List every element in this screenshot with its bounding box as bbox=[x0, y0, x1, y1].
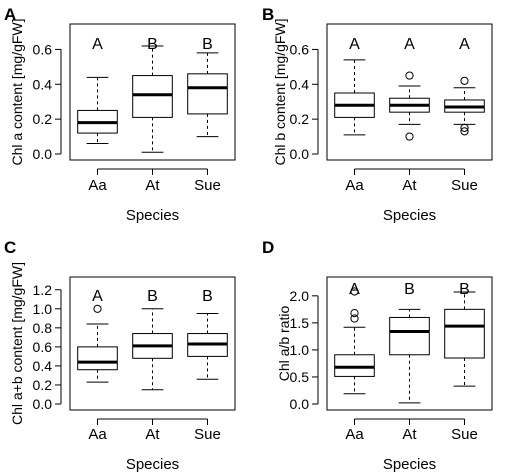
significance-label: B bbox=[147, 36, 158, 53]
y-tick-label: 0.0 bbox=[290, 146, 310, 162]
significance-label: B bbox=[459, 281, 470, 298]
outlier-point bbox=[350, 309, 359, 318]
panel-d: D 0.0 0.5 1.0 1.5 2.0 Chl a/b ratio Aa At Sue Spec… bbox=[262, 238, 493, 473]
x-tick-label: Sue bbox=[451, 426, 478, 443]
box-at: B bbox=[132, 36, 173, 153]
y-tick-label: 0.0 bbox=[33, 396, 53, 412]
y-tick-label: 0.4 bbox=[33, 358, 53, 374]
significance-label: B bbox=[404, 281, 415, 298]
plot-frame bbox=[326, 276, 493, 411]
box-aa: A bbox=[77, 36, 118, 145]
panel-c: C 0.0 0.2 0.4 0.6 0.8 1.0 1.2 Chl a+b content [m… bbox=[4, 238, 236, 473]
outlier-point bbox=[93, 304, 102, 313]
box-at: B bbox=[389, 281, 430, 404]
x-tick-label: At bbox=[402, 177, 417, 194]
x-tick-label: Sue bbox=[451, 177, 478, 194]
outlier-point bbox=[350, 314, 359, 323]
y-axis-label: Chl a+b content [mg/gFW] bbox=[9, 262, 25, 425]
x-tick-label: Aa bbox=[88, 426, 107, 443]
x-tick-label: Aa bbox=[88, 177, 107, 194]
plot-frame bbox=[326, 23, 493, 161]
x-axis-label: Species bbox=[126, 207, 179, 224]
x-axis-label: Species bbox=[383, 456, 436, 473]
y-tick-label: 0.8 bbox=[33, 320, 53, 336]
x-tick-label: At bbox=[145, 177, 160, 194]
y-tick-label: 0.0 bbox=[33, 146, 53, 162]
y-axis-label: Chl a/b ratio bbox=[276, 306, 292, 382]
significance-label: B bbox=[147, 288, 158, 305]
significance-label: A bbox=[349, 281, 360, 298]
box-sue: A bbox=[444, 36, 485, 136]
iqr-box bbox=[389, 316, 430, 356]
significance-label: A bbox=[459, 36, 470, 53]
panel-a: A 0.0 0.2 0.4 0.6 Chl a content [mg/gFW] Aa At S… bbox=[4, 5, 236, 224]
significance-label: A bbox=[349, 36, 360, 53]
significance-label: A bbox=[92, 288, 103, 305]
plot-frame bbox=[69, 276, 236, 411]
panel-letter: C bbox=[4, 238, 16, 257]
significance-label: B bbox=[202, 288, 213, 305]
box-at: B bbox=[132, 288, 173, 391]
y-tick-label: 1.2 bbox=[33, 282, 53, 298]
y-tick-label: 0.2 bbox=[33, 111, 53, 127]
box-sue: B bbox=[187, 36, 228, 138]
iqr-box bbox=[77, 346, 118, 371]
iqr-box bbox=[132, 75, 173, 118]
outlier-point bbox=[405, 132, 414, 141]
box-aa: A bbox=[77, 288, 118, 383]
y-axis-label: Chl a content [mg/gFW] bbox=[9, 18, 25, 165]
y-axis-label: Chl b content [mg/gFW] bbox=[272, 18, 288, 165]
x-tick-label: At bbox=[402, 426, 417, 443]
outlier-point bbox=[460, 123, 469, 132]
x-tick-label: Sue bbox=[194, 177, 221, 194]
y-tick-label: 0.5 bbox=[290, 369, 310, 385]
box-sue: B bbox=[187, 288, 228, 380]
x-axis-label: Species bbox=[383, 207, 436, 224]
iqr-box bbox=[334, 354, 375, 377]
significance-label: B bbox=[202, 36, 213, 53]
panel-letter: D bbox=[262, 238, 274, 257]
box-sue: B bbox=[444, 281, 485, 387]
x-tick-label: Sue bbox=[194, 426, 221, 443]
y-tick-label: 0.6 bbox=[33, 41, 53, 57]
box-aa: A bbox=[334, 36, 375, 136]
outlier-point bbox=[350, 287, 359, 296]
y-tick-label: 1.5 bbox=[290, 315, 310, 331]
plot-frame bbox=[69, 23, 236, 161]
y-tick-label: 1.0 bbox=[33, 301, 53, 317]
y-tick-label: 0.4 bbox=[290, 76, 310, 92]
y-tick-label: 2.0 bbox=[290, 288, 310, 304]
y-tick-label: 0.4 bbox=[33, 76, 53, 92]
panel-letter: A bbox=[4, 5, 16, 24]
x-tick-label: Aa bbox=[345, 177, 364, 194]
panel-letter: B bbox=[262, 5, 274, 24]
y-tick-label: 0.0 bbox=[290, 396, 310, 412]
significance-label: A bbox=[404, 36, 415, 53]
box-aa: A bbox=[334, 281, 375, 395]
y-tick-label: 0.2 bbox=[33, 377, 53, 393]
y-tick-label: 0.2 bbox=[290, 111, 310, 127]
outlier-point bbox=[460, 76, 469, 85]
y-tick-label: 1.0 bbox=[290, 342, 310, 358]
x-tick-label: Aa bbox=[345, 426, 364, 443]
y-tick-label: 0.6 bbox=[290, 41, 310, 57]
x-tick-label: At bbox=[145, 426, 160, 443]
outlier-point bbox=[460, 127, 469, 136]
box-at: A bbox=[389, 36, 430, 141]
y-tick-label: 0.6 bbox=[33, 339, 53, 355]
significance-label: A bbox=[92, 36, 103, 53]
x-axis-label: Species bbox=[126, 456, 179, 473]
outlier-point bbox=[405, 71, 414, 80]
iqr-box bbox=[444, 308, 485, 359]
iqr-box bbox=[187, 73, 228, 115]
